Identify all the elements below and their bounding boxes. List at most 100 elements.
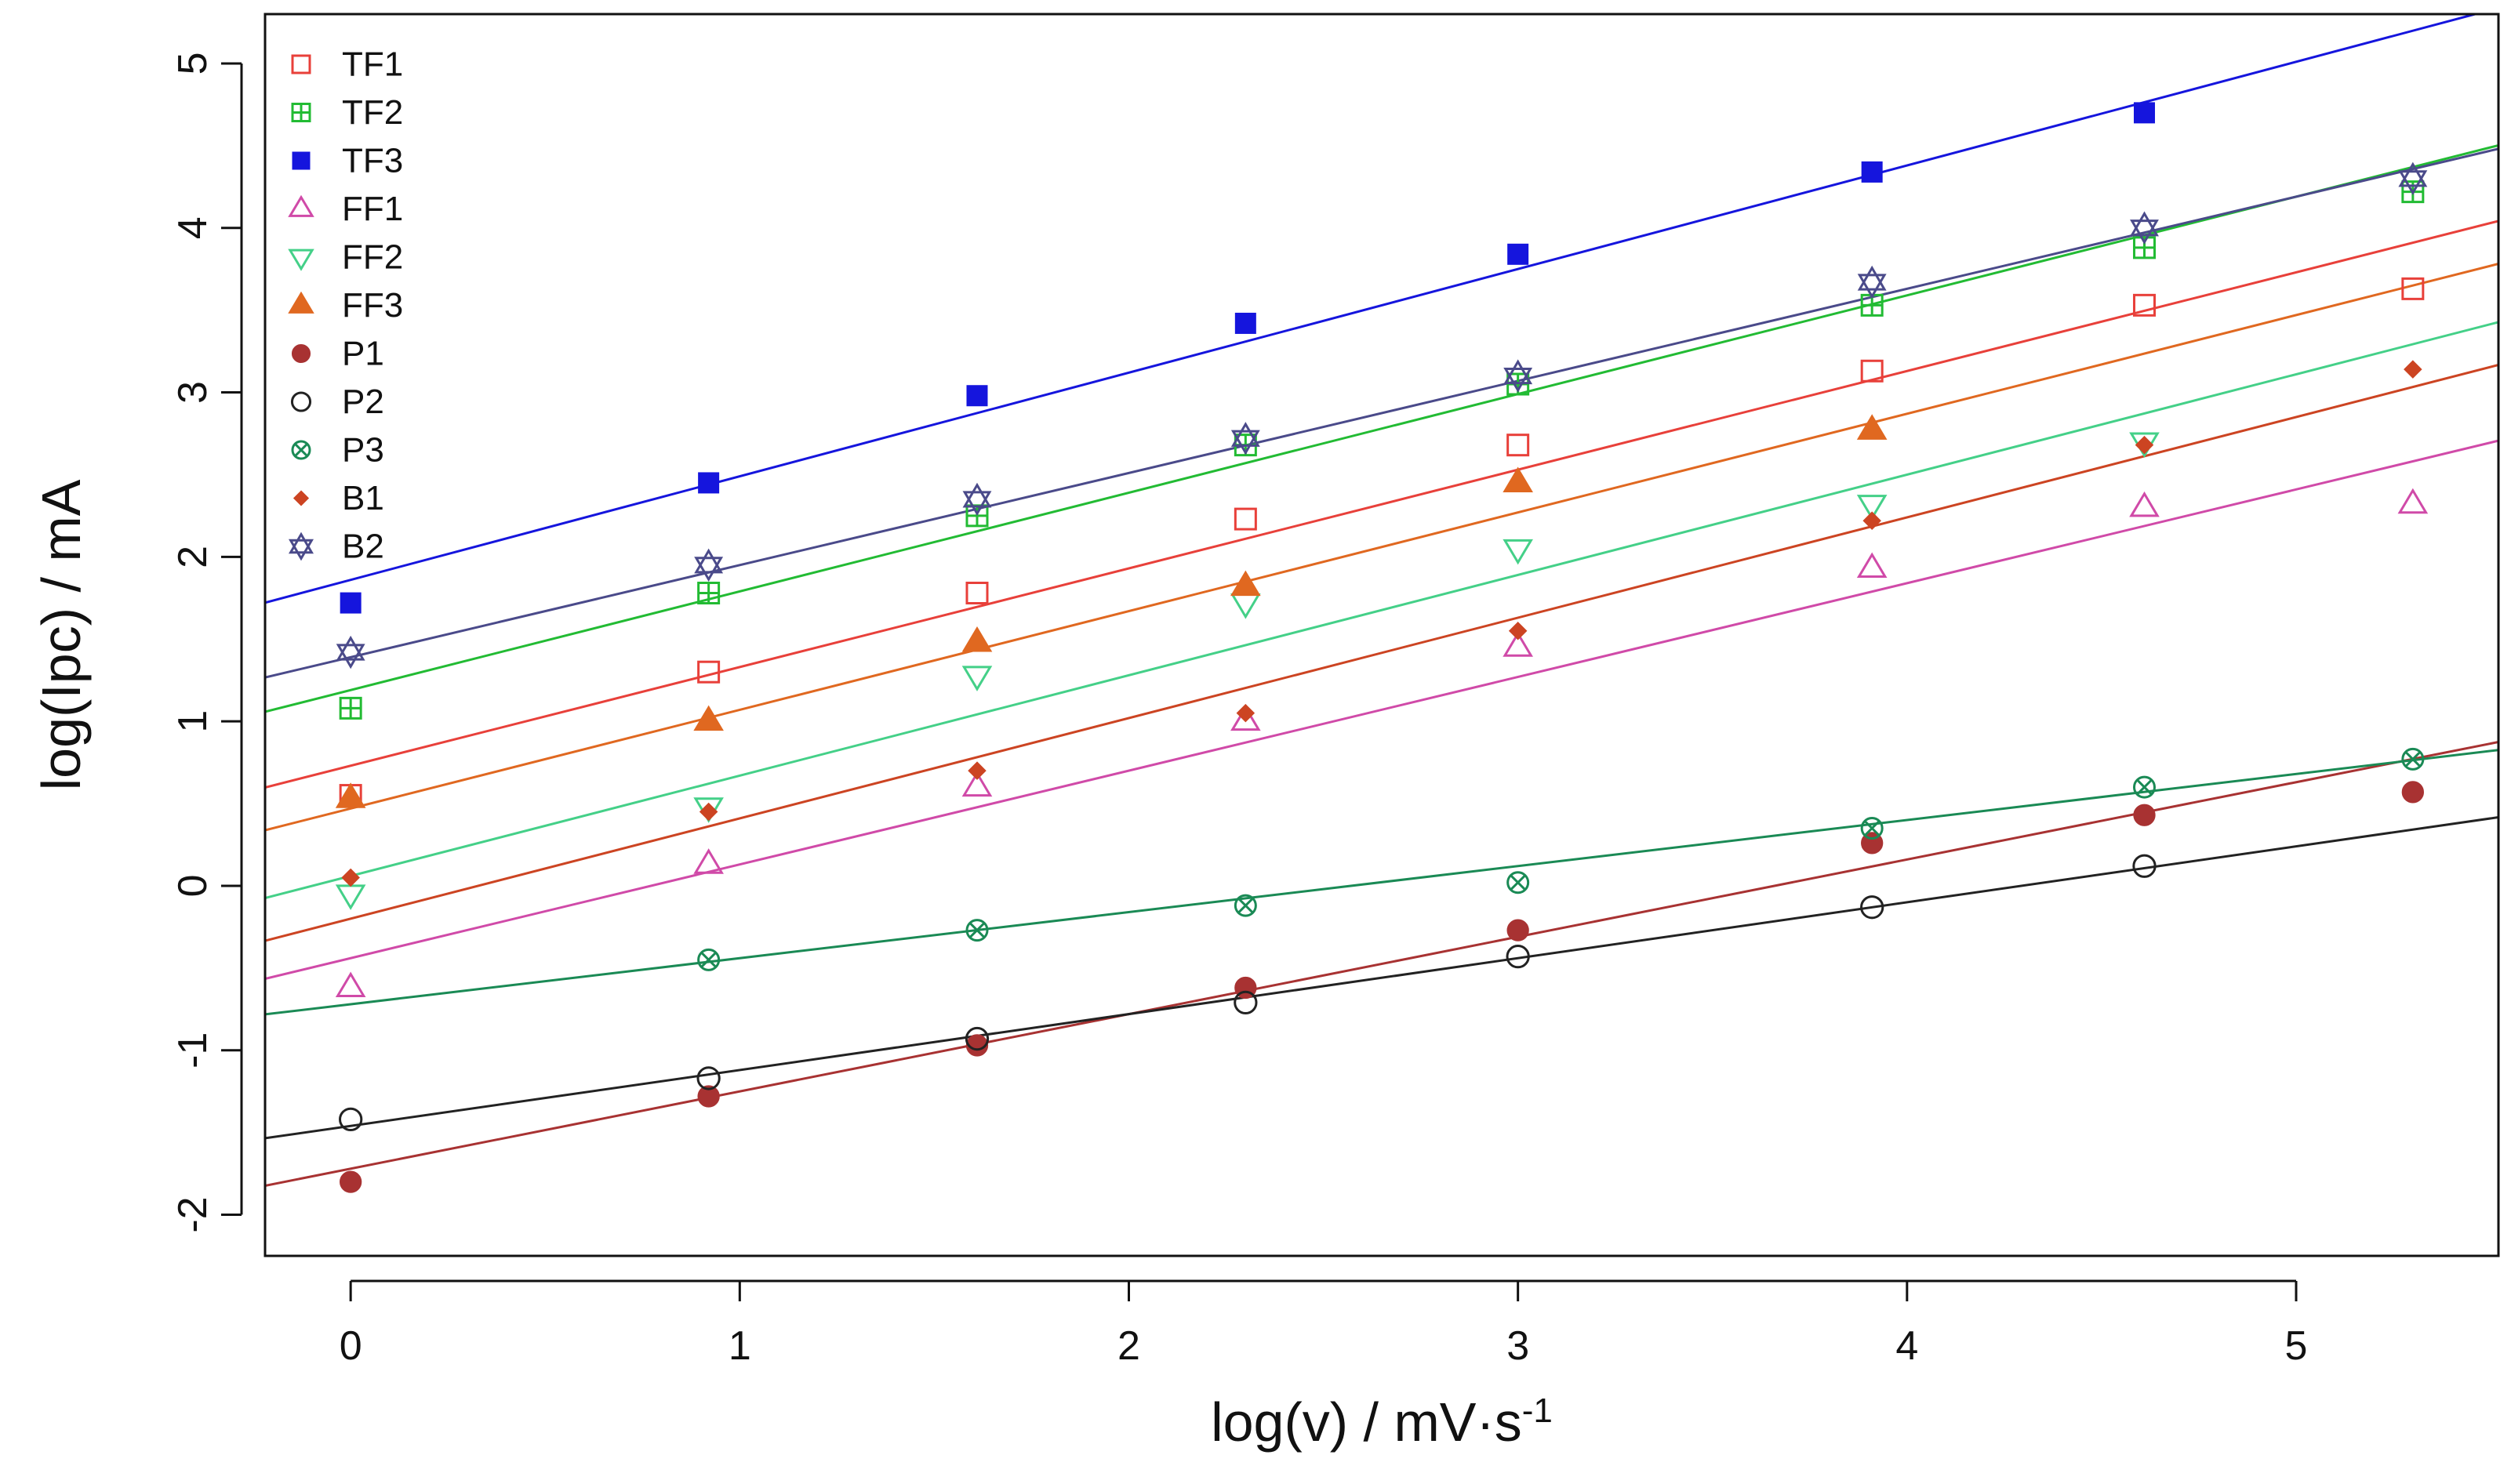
- data-point-ff1: [1230, 705, 1261, 731]
- data-point-p3: [2401, 747, 2425, 771]
- data-point-b2: [2398, 161, 2428, 195]
- data-point-ff1: [2397, 488, 2429, 514]
- data-point-b1: [2404, 360, 2422, 379]
- legend-label-ff3: FF3: [342, 286, 403, 325]
- data-point-tf1: [1506, 434, 1530, 457]
- y-tick-label: 1: [170, 710, 216, 733]
- fit-line-ff1: [265, 439, 2498, 981]
- data-point-p1: [2401, 781, 2424, 804]
- y-axis-title: log(Ipc) / mA: [31, 479, 92, 790]
- x-tick-label: 4: [1895, 1323, 1918, 1369]
- data-point-ff3: [1856, 414, 1888, 440]
- data-point-ff2: [1503, 539, 1533, 565]
- data-point-tf2: [339, 696, 362, 720]
- legend-marker-b2: [288, 532, 314, 561]
- data-point-tf3: [1234, 312, 1256, 334]
- legend-marker-p1: [291, 343, 311, 364]
- data-point-b1: [2135, 435, 2154, 455]
- data-point-tf1: [2401, 277, 2425, 300]
- x-tick-label: 1: [729, 1323, 751, 1369]
- x-tick-label: 2: [1117, 1323, 1140, 1369]
- data-point-ff3: [335, 782, 366, 808]
- data-point-p2: [1506, 945, 1530, 969]
- data-point-p2: [1860, 895, 1884, 920]
- data-point-tf1: [1234, 507, 1257, 531]
- legend-marker-p2: [290, 391, 312, 412]
- plot-area: [263, 13, 2500, 1257]
- fit-line-p3: [265, 749, 2498, 1016]
- data-point-b2: [336, 635, 365, 669]
- data-point-p1: [1506, 919, 1529, 942]
- data-point-p1: [965, 1034, 989, 1057]
- fit-line-ff2: [265, 321, 2498, 899]
- legend-marker-tf2: [291, 103, 311, 122]
- y-tick-label: -2: [170, 1196, 216, 1232]
- data-point-b2: [962, 482, 992, 517]
- data-point-tf1: [1860, 359, 1884, 383]
- data-point-ff1: [961, 771, 993, 797]
- x-tick-label: 0: [340, 1323, 362, 1369]
- legend-label-b1: B1: [342, 479, 384, 517]
- data-point-ff2: [1856, 495, 1888, 521]
- data-point-tf3: [2133, 102, 2155, 124]
- data-point-ff3: [1503, 466, 1533, 492]
- data-point-p2: [2132, 854, 2157, 878]
- legend-label-p1: P1: [342, 335, 384, 373]
- fit-line-p2: [265, 816, 2498, 1140]
- legend-label-tf3: TF3: [342, 142, 403, 180]
- data-point-b2: [1503, 359, 1533, 393]
- x-tick-label: 3: [1506, 1323, 1529, 1369]
- data-point-b2: [694, 548, 724, 582]
- fit-line-b1: [265, 364, 2498, 942]
- y-tick-label: 2: [170, 546, 216, 568]
- data-point-tf3: [698, 472, 720, 494]
- legend-marker-b1: [293, 490, 310, 506]
- legend-label-tf1: TF1: [342, 45, 403, 84]
- data-point-p2: [696, 1066, 721, 1090]
- fit-line-tf3: [265, 14, 2480, 604]
- y-tick-label: 5: [170, 52, 216, 74]
- y-tick-label: 3: [170, 381, 216, 404]
- legend-marker-ff1: [288, 194, 314, 217]
- fit-line-ff3: [265, 263, 2498, 832]
- data-point-b1: [341, 868, 360, 887]
- data-point-ff3: [1230, 570, 1261, 597]
- data-point-p3: [2132, 775, 2156, 799]
- legend-label-ff1: FF1: [342, 190, 403, 228]
- data-point-ff1: [2129, 491, 2160, 517]
- x-tick-label: 5: [2285, 1323, 2308, 1369]
- data-point-b1: [1862, 511, 1881, 530]
- data-point-p1: [697, 1085, 720, 1108]
- data-point-p2: [1234, 990, 1258, 1015]
- data-point-ff1: [1503, 631, 1533, 657]
- legend-label-tf2: TF2: [342, 93, 403, 132]
- data-point-ff1: [693, 848, 724, 874]
- data-point-ff3: [693, 705, 724, 731]
- data-point-ff1: [1856, 552, 1888, 579]
- fit-line-b2: [265, 147, 2498, 679]
- y-tick-label: -1: [170, 1032, 216, 1069]
- data-point-tf3: [966, 385, 988, 407]
- legend-label-ff2: FF2: [342, 238, 403, 277]
- data-point-p2: [339, 1107, 363, 1132]
- data-point-p3: [1234, 894, 1257, 917]
- legend-marker-ff2: [288, 249, 314, 271]
- data-point-b2: [2130, 211, 2159, 245]
- data-point-ff3: [961, 626, 993, 652]
- fit-line-tf2: [265, 143, 2498, 713]
- data-point-ff2: [961, 666, 993, 691]
- legend-marker-ff3: [288, 291, 314, 314]
- data-point-tf1: [697, 660, 721, 684]
- y-tick-label: 4: [170, 216, 216, 239]
- data-point-b1: [699, 802, 718, 822]
- x-axis-title-superscript: -1: [1522, 1391, 1553, 1430]
- data-point-b1: [1508, 621, 1528, 640]
- data-point-p1: [340, 1170, 362, 1193]
- data-point-tf1: [965, 582, 989, 605]
- data-point-p3: [1506, 871, 1530, 894]
- data-point-b1: [968, 761, 987, 780]
- data-point-p1: [2133, 804, 2156, 826]
- data-point-p3: [965, 919, 989, 942]
- x-axis-title-main: log(v) / mV·s: [1211, 1391, 1522, 1453]
